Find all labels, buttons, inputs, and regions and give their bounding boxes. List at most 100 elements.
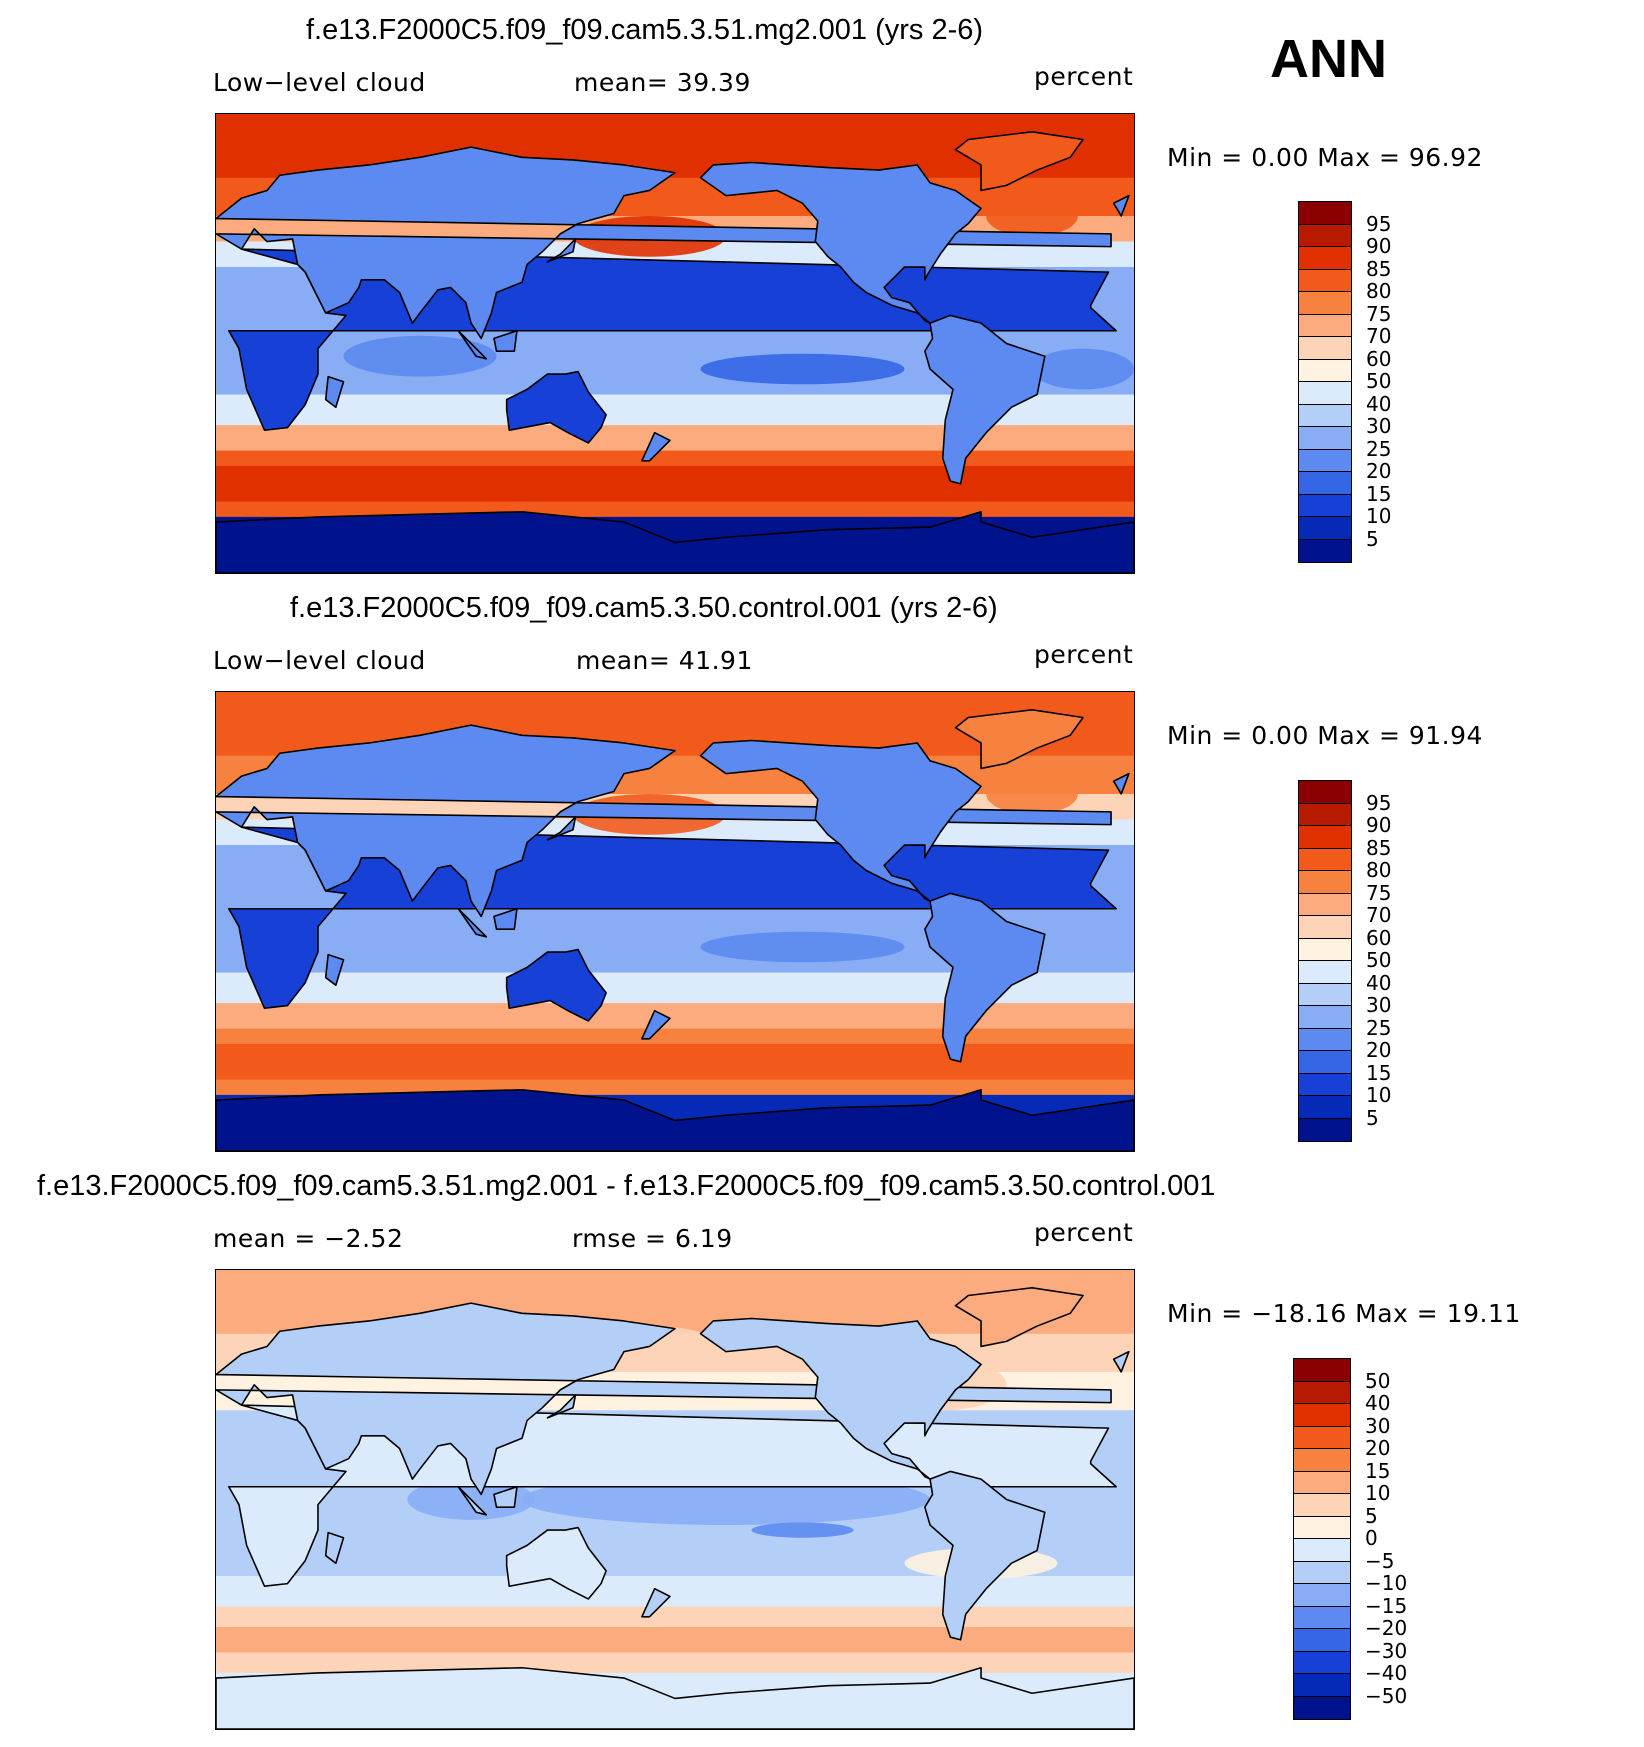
colorbar-tick-label: 50 xyxy=(1365,1368,1391,1393)
colorbar-swatch xyxy=(1294,1629,1350,1652)
lat-band xyxy=(216,425,1134,452)
continent-sam xyxy=(924,892,1046,1063)
panel3-colorbar xyxy=(1293,1358,1351,1720)
colorbar-tick-label: 75 xyxy=(1366,301,1392,326)
colorbar-swatch xyxy=(1294,1494,1350,1517)
colorbar-tick-label: −30 xyxy=(1365,1638,1408,1663)
ocean-feature xyxy=(1032,926,1134,968)
ocean-feature xyxy=(700,353,905,385)
colorbar-tick-label: 50 xyxy=(1366,369,1392,393)
colorbar-swatch xyxy=(1299,1006,1351,1029)
continent-indonesia1 xyxy=(457,907,488,938)
colorbar-tick-label: 60 xyxy=(1366,346,1392,371)
colorbar-swatch xyxy=(1299,938,1351,961)
colorbar-tick-label: 20 xyxy=(1365,1436,1391,1460)
panel1-mean-label: mean= 39.39 xyxy=(574,68,751,97)
colorbar-swatch xyxy=(1299,269,1351,292)
ocean-feature xyxy=(343,335,497,377)
colorbar-swatch xyxy=(1299,202,1351,225)
ocean-feature xyxy=(986,773,1078,815)
continent-africa xyxy=(227,248,1117,432)
colorbar-tick-label: 85 xyxy=(1366,256,1392,281)
colorbar-tick-label: 40 xyxy=(1366,391,1392,416)
lat-band xyxy=(216,465,1134,503)
colorbar-swatch xyxy=(1299,871,1351,894)
colorbar-swatch xyxy=(1294,1606,1350,1629)
panel1-colorbar xyxy=(1298,201,1352,563)
continent-africa xyxy=(227,826,1117,1010)
colorbar-swatch xyxy=(1294,1449,1350,1472)
colorbar-swatch xyxy=(1299,449,1351,472)
continent-indonesia2 xyxy=(493,907,518,930)
continent-greenland xyxy=(954,709,1084,770)
colorbar-swatch xyxy=(1299,539,1351,562)
colorbar-tick-label: −10 xyxy=(1365,1571,1408,1595)
continent-nz xyxy=(641,1009,671,1040)
continent-madagascar xyxy=(324,375,345,409)
colorbar-tick-label: 60 xyxy=(1366,925,1392,950)
colorbar-tick-label: 0 xyxy=(1365,1526,1378,1550)
colorbar-tick-label: 50 xyxy=(1366,948,1392,972)
continent-nam xyxy=(699,739,982,902)
ocean-feature xyxy=(751,1522,854,1538)
map-field xyxy=(216,114,1134,573)
colorbar-swatch xyxy=(1294,1539,1350,1562)
continent-japan xyxy=(546,1394,577,1419)
panel2-map xyxy=(215,691,1135,1152)
colorbar-tick-label: 20 xyxy=(1366,459,1392,483)
continent-aus xyxy=(505,948,607,1022)
colorbar-swatch xyxy=(1299,961,1351,984)
colorbar-swatch xyxy=(1299,1118,1351,1141)
colorbar-swatch xyxy=(1299,517,1351,540)
panel2-mean-label: mean= 41.91 xyxy=(576,646,753,675)
lat-band xyxy=(216,501,1134,518)
colorbar-swatch xyxy=(1299,314,1351,337)
colorbar-tick-label: 30 xyxy=(1366,414,1392,438)
colorbar-tick-label: 25 xyxy=(1366,1015,1392,1040)
season-label: ANN xyxy=(1270,29,1387,89)
colorbar-swatch xyxy=(1299,292,1351,315)
colorbar-swatch xyxy=(1294,1404,1350,1427)
continent-nz xyxy=(641,1587,671,1618)
lat-band xyxy=(216,1079,1134,1096)
continent-sam xyxy=(924,1470,1046,1641)
colorbar-tick-label: 90 xyxy=(1366,813,1392,837)
continent-japan xyxy=(546,238,577,263)
continent-antarctica xyxy=(216,510,1134,573)
colorbar-swatch xyxy=(1299,803,1351,826)
colorbar-tick-label: 5 xyxy=(1366,1105,1379,1130)
colorbar-tick-label: 25 xyxy=(1366,436,1392,461)
colorbar-swatch xyxy=(1299,781,1351,804)
panel3-mean-label: mean = −2.52 xyxy=(213,1224,404,1253)
colorbar-tick-label: −20 xyxy=(1365,1616,1408,1640)
continent-sam xyxy=(924,314,1046,485)
colorbar-tick-label: −5 xyxy=(1365,1548,1395,1573)
ocean-feature xyxy=(986,195,1078,237)
colorbar-swatch xyxy=(1294,1471,1350,1494)
colorbar-tick-label: −50 xyxy=(1365,1683,1408,1708)
colorbar-tick-label: 5 xyxy=(1365,1503,1378,1528)
lat-band xyxy=(216,1043,1134,1081)
lat-band xyxy=(216,1576,1134,1608)
continent-greenland xyxy=(954,131,1084,192)
panel1-variable-label: Low−level cloud xyxy=(213,68,426,97)
continent-uk xyxy=(1112,772,1130,795)
colorbar-swatch xyxy=(1299,826,1351,849)
ocean-feature xyxy=(1032,348,1134,390)
colorbar-tick-label: 30 xyxy=(1366,993,1392,1017)
colorbar-tick-label: −40 xyxy=(1365,1661,1408,1685)
continent-indonesia1 xyxy=(457,329,488,360)
lat-band xyxy=(216,450,1134,467)
continent-eurasia xyxy=(216,724,1112,918)
colorbar-tick-label: 80 xyxy=(1366,279,1392,303)
colorbar-swatch xyxy=(1299,1051,1351,1074)
continent-indonesia2 xyxy=(493,329,518,352)
panel1-map xyxy=(215,113,1135,574)
colorbar-swatch xyxy=(1299,1028,1351,1051)
colorbar-swatch xyxy=(1299,404,1351,427)
continent-indonesia2 xyxy=(493,1485,518,1508)
panel1-units-label: percent xyxy=(1034,62,1134,91)
continent-antarctica xyxy=(216,1666,1134,1729)
colorbar-tick-label: 70 xyxy=(1366,324,1392,348)
colorbar-tick-label: 85 xyxy=(1366,835,1392,860)
